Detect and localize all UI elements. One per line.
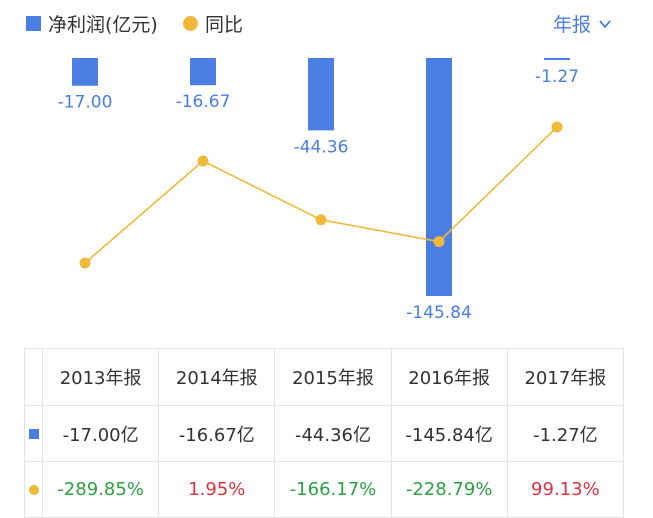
header-cell: 2013年报	[41, 348, 160, 406]
bar-value-label: -145.84	[406, 303, 472, 323]
net-profit-cell: -145.84亿	[390, 405, 508, 462]
line-marker-icon	[28, 485, 39, 495]
yoy-point-2013年报[interactable]	[79, 257, 91, 269]
bar-value-label: -16.67	[176, 92, 231, 112]
chart-legend: 净利润(亿元) 同比 年报	[0, 0, 653, 46]
net-profit-cell: -17.00亿	[41, 405, 160, 462]
row-marker-cell	[24, 461, 43, 518]
yoy-point-2017年报[interactable]	[551, 121, 563, 133]
chart-plot-area: -17.00 -16.67 -44.36 -145.84 -1.27	[58, 58, 579, 323]
header-cell: 2016年报	[390, 348, 508, 406]
table-row-net-profit: -17.00亿 -16.67亿 -44.36亿 -145.84亿 -1.27亿	[24, 405, 625, 462]
bar-2014年报[interactable]	[190, 58, 216, 86]
legend-net-profit[interactable]: 净利润(亿元)	[26, 10, 158, 37]
chevron-down-icon	[599, 19, 611, 28]
bar-value-label: -1.27	[535, 67, 579, 87]
yoy-cell: -166.17%	[274, 461, 392, 518]
bar-2017年报[interactable]	[544, 58, 570, 61]
header-cell: 2017年报	[506, 348, 625, 406]
bar-value-label: -44.36	[294, 137, 349, 157]
line-swatch-icon	[183, 16, 198, 31]
yoy-cell: 99.13%	[506, 461, 625, 518]
yoy-point-2014年报[interactable]	[197, 155, 209, 167]
yoy-cell: -228.79%	[390, 461, 508, 518]
yoy-cell: -289.85%	[41, 461, 160, 518]
legend-yoy[interactable]: 同比	[183, 10, 243, 37]
period-select[interactable]: 年报	[553, 10, 613, 37]
table-row-yoy: -289.85% 1.95% -166.17% -228.79% 99.13%	[24, 461, 625, 518]
bar-2013年报[interactable]	[72, 58, 98, 86]
legend-net-profit-label: 净利润(亿元)	[48, 14, 158, 36]
bar-value-label: -17.00	[58, 93, 113, 113]
net-profit-cell: -1.27亿	[506, 405, 625, 462]
yoy-point-2015年报[interactable]	[315, 214, 327, 226]
bar-marker-icon	[28, 429, 39, 439]
yoy-point-2016年报[interactable]	[433, 236, 445, 248]
bar-2015年报[interactable]	[308, 58, 334, 131]
table-header-row: 2013年报 2014年报 2015年报 2016年报 2017年报	[24, 348, 625, 406]
table-corner-cell	[24, 348, 43, 406]
yoy-cell: 1.95%	[158, 461, 276, 518]
period-select-label: 年报	[552, 14, 591, 36]
net-profit-cell: -44.36亿	[274, 405, 392, 462]
bar-2016年报[interactable]	[426, 58, 452, 296]
bar-swatch-icon	[26, 16, 41, 31]
net-profit-cell: -16.67亿	[158, 405, 276, 462]
data-table: 2013年报 2014年报 2015年报 2016年报 2017年报 -17.0…	[24, 348, 625, 518]
row-marker-cell	[24, 405, 43, 462]
header-cell: 2015年报	[274, 348, 392, 406]
header-cell: 2014年报	[158, 348, 276, 406]
legend-yoy-label: 同比	[205, 14, 244, 36]
